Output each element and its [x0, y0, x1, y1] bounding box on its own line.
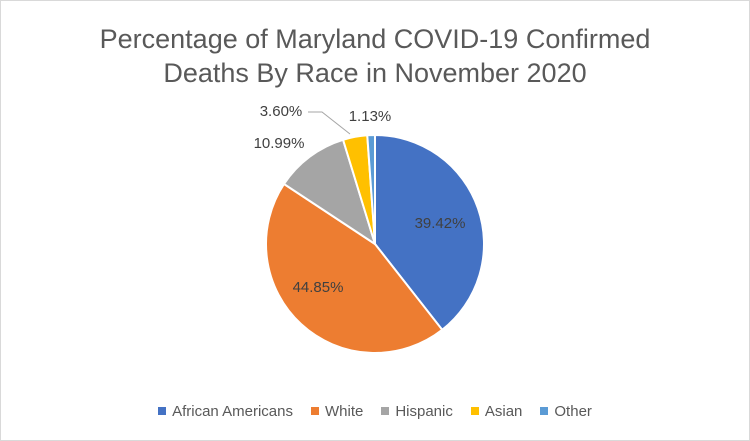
data-labels: 39.42% 44.85% 10.99% 3.60% 1.13% — [254, 103, 466, 296]
data-label-other: 1.13% — [349, 108, 392, 125]
legend-label-other: Other — [554, 402, 592, 420]
pie-slice-white — [265, 182, 444, 354]
legend-item-asian: Asian — [470, 402, 523, 420]
legend: African Americans White Hispanic Asian O… — [0, 401, 750, 421]
legend-item-hispanic: Hispanic — [381, 403, 453, 420]
chart-title-line-2: Deaths By Race in November 2020 — [163, 58, 587, 88]
legend-swatch-other — [540, 407, 549, 415]
data-label-african-americans: 39.42% — [415, 215, 466, 232]
leader-line-asian — [308, 111, 351, 135]
legend-label-asian: Asian — [484, 402, 523, 420]
legend-item-african-americans: African Americans — [158, 403, 293, 420]
legend-swatch-asian — [470, 407, 479, 415]
legend-label-white: White — [324, 402, 364, 420]
legend-label-african-americans: African Americans — [172, 402, 293, 420]
legend-item-white: White — [310, 402, 364, 420]
pie-slices — [265, 133, 485, 354]
data-label-hispanic: 10.99% — [254, 135, 305, 152]
pie-slice-hispanic — [282, 138, 377, 247]
legend-item-other: Other — [540, 403, 592, 420]
legend-label-hispanic: Hispanic — [395, 402, 453, 420]
pie-slice-african-americans — [374, 133, 485, 332]
legend-swatch-white — [310, 407, 319, 415]
pie-slice-other — [366, 133, 376, 245]
chart-title-line-1: Percentage of Maryland COVID-19 Confirme… — [99, 24, 651, 54]
legend-swatch-african-americans — [158, 407, 167, 415]
leader-lines — [308, 111, 351, 135]
data-label-asian: 3.60% — [260, 103, 303, 120]
chart-title: Percentage of Maryland COVID-19 Confirme… — [0, 22, 750, 90]
data-label-white: 44.85% — [293, 279, 344, 296]
legend-swatch-hispanic — [381, 407, 390, 415]
